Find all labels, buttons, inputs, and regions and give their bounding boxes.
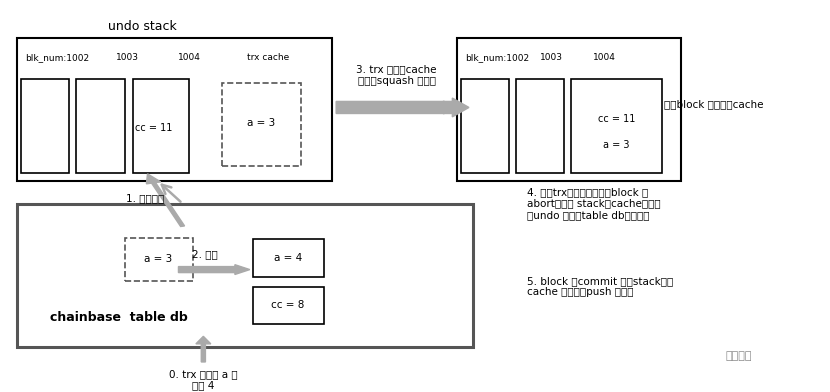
FancyBboxPatch shape [253,287,324,324]
Text: blk_num:1002: blk_num:1002 [25,53,89,62]
FancyBboxPatch shape [461,79,509,173]
FancyArrow shape [196,336,211,362]
FancyBboxPatch shape [133,79,189,173]
FancyArrow shape [146,174,184,227]
FancyArrow shape [178,265,250,274]
Text: a = 3: a = 3 [603,140,630,150]
FancyArrow shape [336,98,469,117]
FancyBboxPatch shape [571,79,662,173]
Text: chainbase  table db: chainbase table db [50,311,188,324]
Text: 每个block 对应一个cache: 每个block 对应一个cache [664,99,764,109]
Text: 区块奇点: 区块奇点 [725,351,752,361]
FancyBboxPatch shape [21,79,69,173]
FancyBboxPatch shape [457,38,681,181]
Text: 1004: 1004 [593,53,617,62]
FancyBboxPatch shape [76,79,124,173]
Text: a = 3: a = 3 [247,118,276,127]
FancyBboxPatch shape [17,203,473,347]
Text: 3. trx 成功，cache
融合（squash 操作）: 3. trx 成功，cache 融合（squash 操作） [357,65,437,86]
Text: a = 3: a = 3 [144,254,173,264]
Text: cc = 11: cc = 11 [134,123,173,133]
Text: 5. block 被commit 后，stack中的
cache 被丢弃（push 操作）: 5. block 被commit 后，stack中的 cache 被丢弃（pus… [527,276,673,298]
FancyBboxPatch shape [17,38,332,181]
Text: 4. 如果trx执行失败，或者block 被
abort，根据 stack中cache，回退
（undo 操作）table db中的修改: 4. 如果trx执行失败，或者block 被 abort，根据 stack中ca… [527,187,661,220]
Text: 1004: 1004 [178,53,202,62]
Text: blk_num:1002: blk_num:1002 [465,53,529,62]
Text: undo stack: undo stack [108,20,177,33]
FancyBboxPatch shape [516,79,564,173]
Text: 2. 修改: 2. 修改 [192,249,218,260]
Text: cc = 8: cc = 8 [271,300,305,310]
Text: trx cache: trx cache [247,53,290,62]
Text: 1003: 1003 [540,53,563,62]
Text: cc = 11: cc = 11 [598,114,636,124]
FancyBboxPatch shape [124,238,193,281]
Text: 1003: 1003 [116,53,139,62]
FancyBboxPatch shape [253,240,324,277]
FancyBboxPatch shape [222,83,301,166]
Text: 1. 旧值写入: 1. 旧值写入 [126,193,164,203]
Text: a = 4: a = 4 [274,253,302,263]
Text: 0. trx 中，将 a 设
置为 4: 0. trx 中，将 a 设 置为 4 [169,369,237,390]
